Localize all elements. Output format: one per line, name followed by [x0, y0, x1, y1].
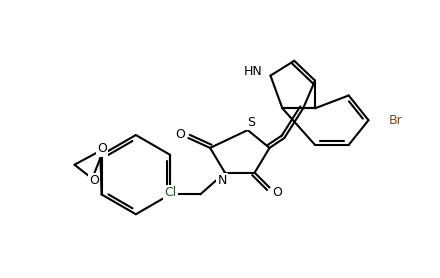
Text: Cl: Cl: [164, 186, 176, 199]
Text: Br: Br: [389, 114, 402, 127]
Text: S: S: [247, 116, 255, 129]
Text: HN: HN: [244, 65, 263, 78]
Text: O: O: [97, 142, 107, 155]
Text: N: N: [217, 174, 227, 187]
Text: O: O: [272, 186, 282, 199]
Text: O: O: [89, 174, 99, 187]
Text: O: O: [176, 128, 185, 141]
